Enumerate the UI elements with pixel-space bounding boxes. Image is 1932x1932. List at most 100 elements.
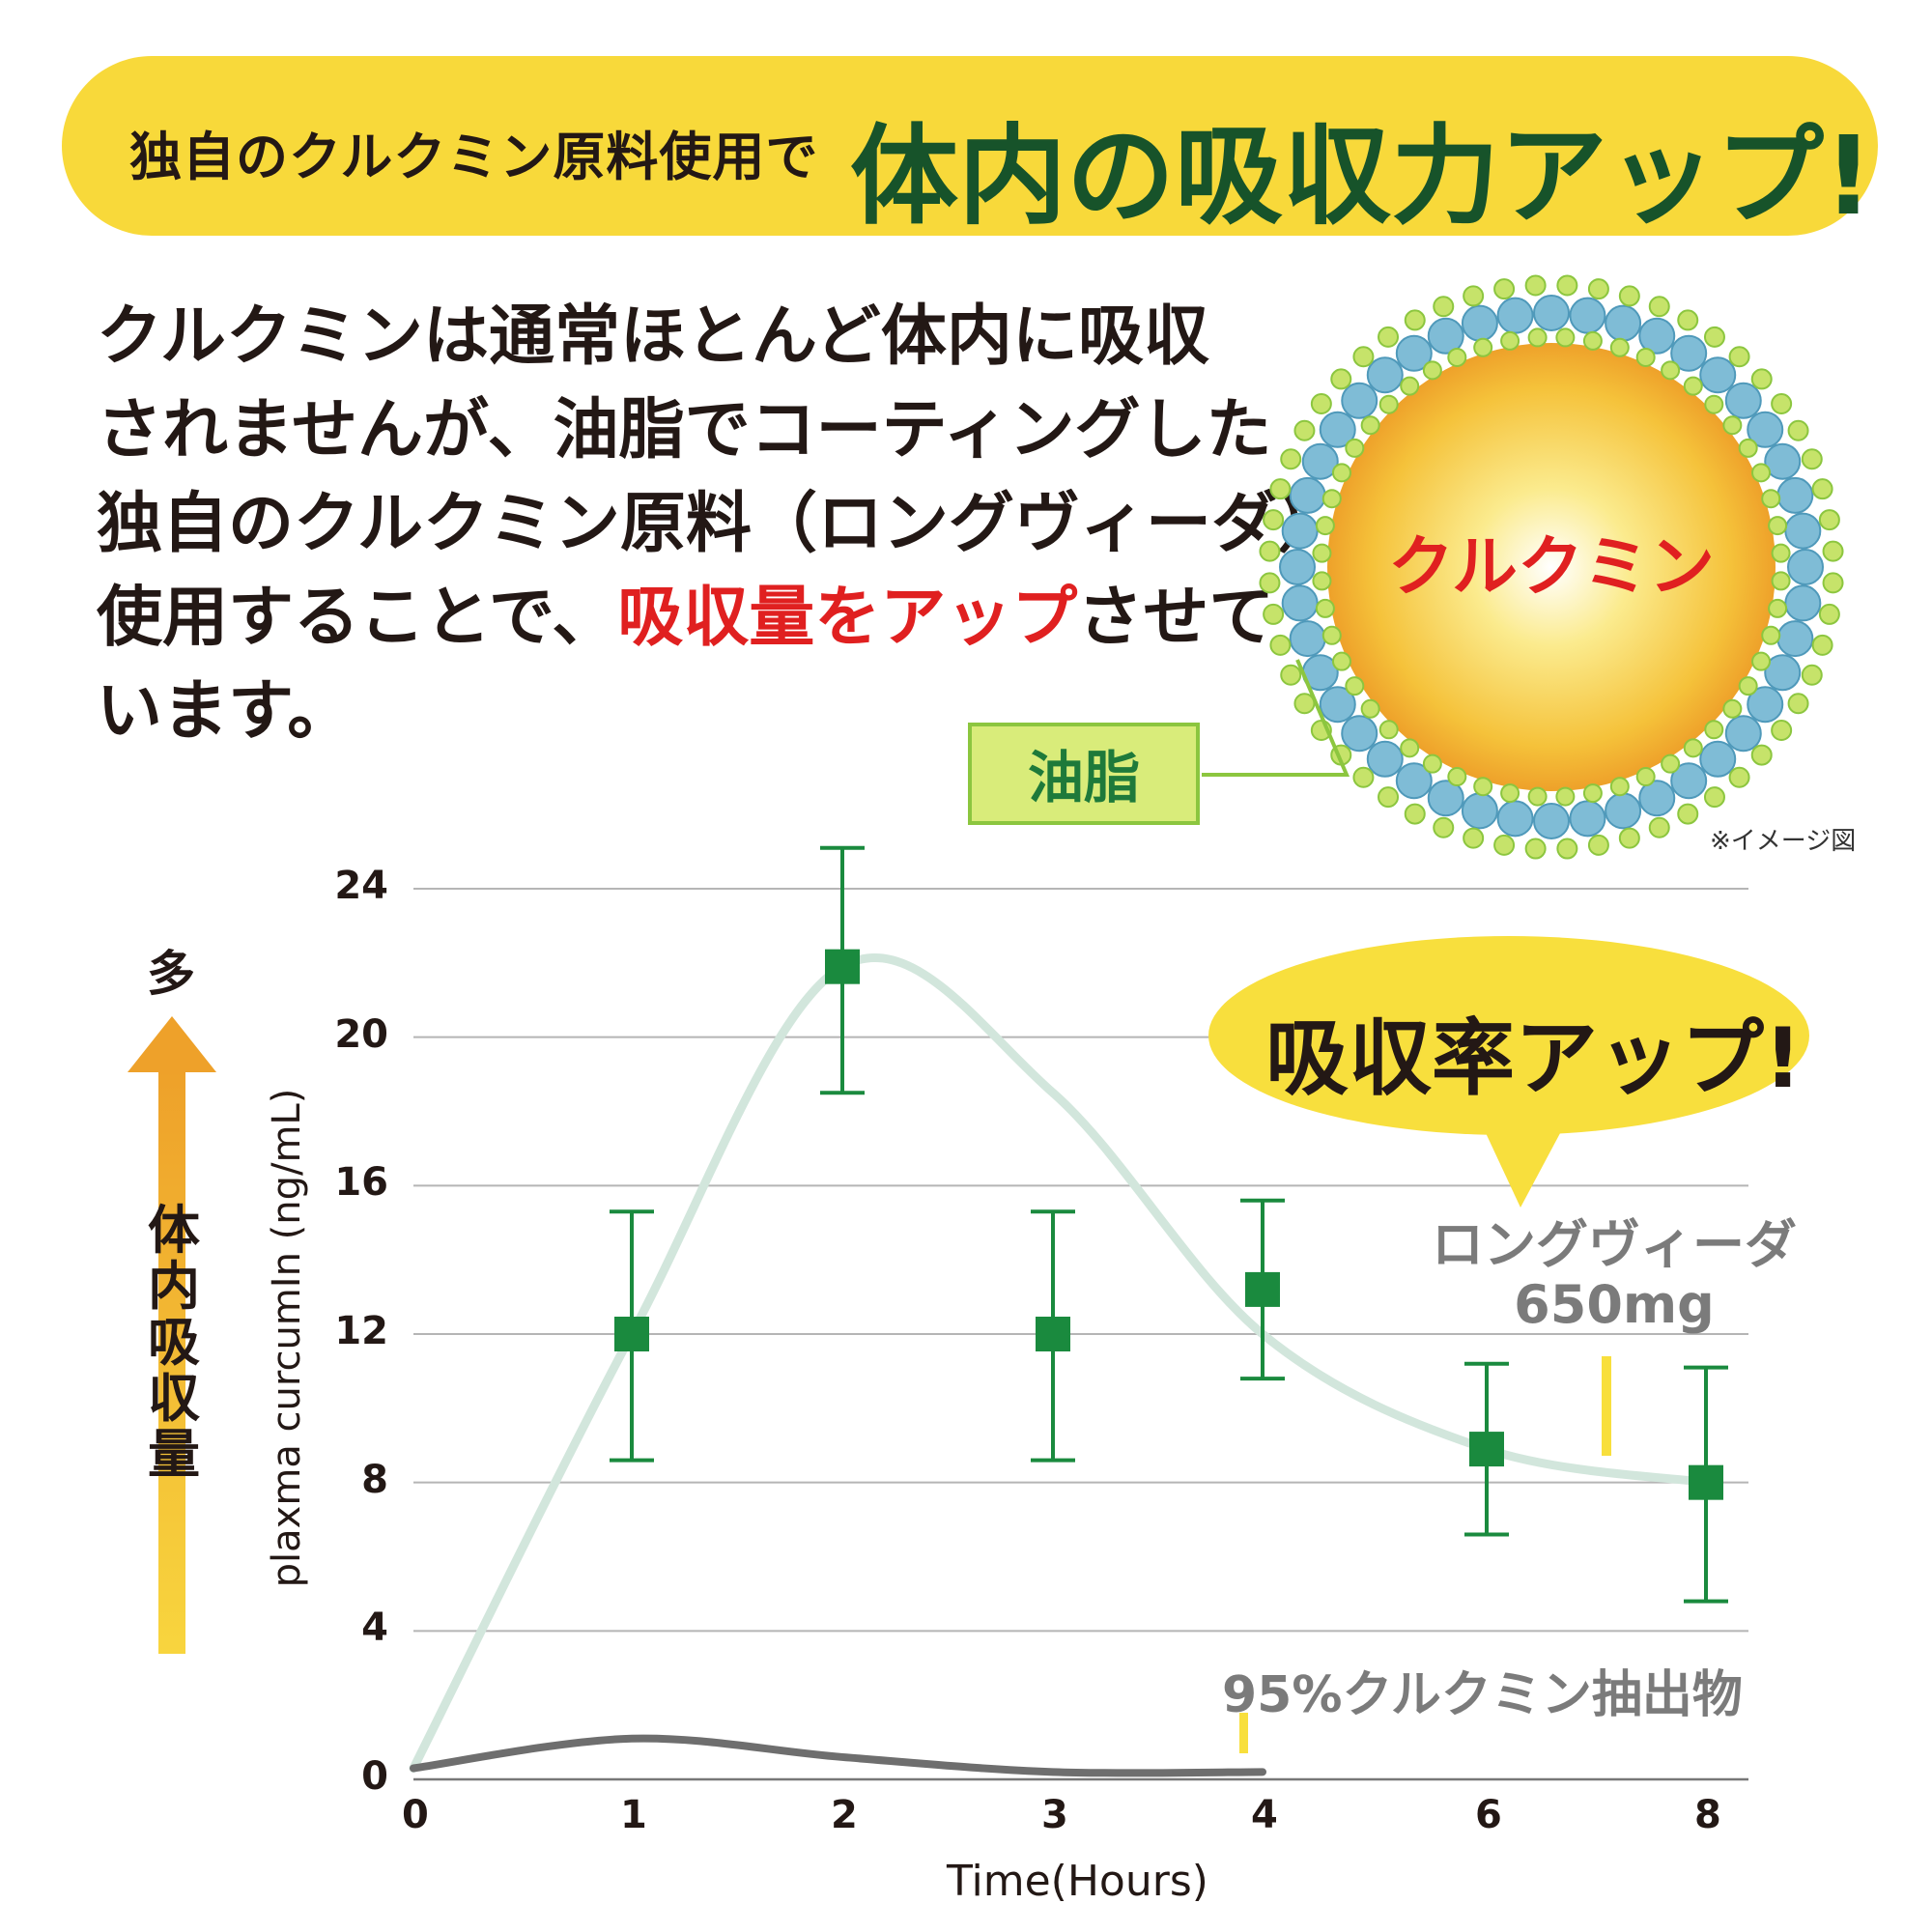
x-tick-label: 2 [831,1793,858,1837]
fat-leader-line [1202,659,1350,777]
arrow-shaft [158,1070,185,1654]
lipid-outer-bead [1524,274,1547,297]
x-tick-label: 0 [402,1793,429,1837]
lipid-inner-bead [1315,516,1335,536]
lipid-outer-bead [1787,419,1809,441]
micelle-illustration: クルクミン [1259,274,1844,860]
lipid-head-bead [1395,334,1433,372]
intro-line-4-after: させて [1077,580,1275,656]
lipid-outer-bead [1648,816,1670,838]
lipid-inner-bead [1582,330,1603,351]
y-tick-label: 12 [334,1309,388,1353]
x-axis-title: Time(Hours) [947,1857,1208,1906]
lipid-head-bead [1787,549,1824,585]
lipid-head-bead [1670,762,1708,800]
lipid-inner-bead [1331,651,1351,671]
lipid-outer-bead [1378,786,1400,809]
lipid-head-bead [1496,297,1534,334]
lipid-head-bead [1319,686,1356,724]
lipid-inner-bead [1683,376,1703,396]
lipid-outer-bead [1493,834,1516,856]
lipid-outer-bead [1618,827,1640,849]
lipid-inner-bead [1473,337,1493,357]
lipid-outer-bead [1822,540,1844,562]
y-axis-title: plaxma curcumIn (ng/mL) [265,1088,309,1588]
lipid-inner-bead [1321,489,1342,509]
lipid-outer-bead [1259,540,1281,562]
lipid-outer-bead [1352,346,1375,368]
lipid-head-bead [1699,356,1737,394]
lipid-inner-bead [1704,394,1724,414]
curcumin-label: クルクミン [1388,529,1715,606]
extract-label: 95%クルクミン抽出物 [1222,1666,1743,1724]
lipid-outer-bead [1648,296,1670,318]
intro-line-3: 独自のクルクミン原料（ロングヴィーダ）を [97,486,1408,562]
lipid-inner-bead [1321,625,1342,645]
lipid-head-bead [1366,356,1404,394]
lipid-head-bead [1461,304,1498,342]
lipid-outer-bead [1404,803,1426,825]
lipid-head-bead [1764,442,1802,480]
lipid-outer-bead [1750,744,1773,766]
lipid-head-bead [1319,411,1356,448]
lipid-inner-bead [1345,676,1365,696]
intro-line-4: 使用することで、吸収量をアップさせて [97,571,1275,665]
lipid-outer-bead [1801,448,1823,470]
lipid-outer-bead [1703,786,1725,809]
lipid-inner-bead [1582,783,1603,804]
lipid-inner-bead [1378,720,1399,740]
data-marker [825,949,860,984]
lipid-inner-bead [1704,720,1724,740]
lipid-outer-bead [1310,393,1332,415]
lipid-outer-bead [1587,278,1609,300]
lipid-inner-bead [1738,676,1758,696]
lipid-head-bead [1605,304,1642,342]
lipid-outer-bead [1463,827,1485,849]
lipid-outer-bead [1556,274,1578,297]
lipid-head-bead [1764,654,1802,692]
lipid-outer-bead [1587,834,1609,856]
image-note: ※イメージ図 [1710,827,1857,856]
lipid-head-bead [1427,780,1464,817]
lipid-head-bead [1281,512,1319,550]
lipid-head-bead [1341,382,1378,419]
y-tick-label: 0 [361,1754,388,1799]
trend-curve-layer [409,953,1711,1777]
x-tick-label: 1 [620,1793,647,1837]
lipid-inner-bead [1683,738,1703,758]
lipid-head-bead [1638,780,1676,817]
lipid-inner-bead [1447,767,1467,787]
lipid-head-bead [1341,715,1378,753]
y-tick-label: 24 [334,864,388,908]
lipid-head-bead [1395,762,1433,800]
curcumin-core [1327,343,1776,791]
lipid-head-bead [1776,476,1814,514]
lipid-outer-bead [1280,448,1302,470]
lipid-inner-bead [1768,598,1788,618]
lipid-inner-bead [1555,327,1576,348]
lipid-outer-bead [1771,719,1793,741]
lipid-inner-bead [1360,415,1380,436]
intro-highlight: 吸収量をアップ [617,580,1078,656]
lipid-head-bead [1427,317,1464,355]
lipid-inner-bead [1400,738,1420,758]
fat-label: 油脂 [1028,745,1140,810]
lipid-inner-bead [1635,347,1656,367]
bubble-text: 吸収率アップ! [1265,1010,1803,1107]
lipid-inner-bead [1635,767,1656,787]
lipid-head-bead [1784,584,1822,622]
intro-line-5: います。 [97,673,354,750]
lipid-outer-bead [1811,478,1833,500]
lipid-inner-bead [1609,777,1630,797]
lipid-head-bead [1496,800,1534,838]
lipid-outer-bead [1787,693,1809,715]
lipid-inner-bead [1761,625,1781,645]
speech-bubble [1208,936,1809,1208]
lipid-inner-bead [1609,337,1630,357]
lipid-head-bead [1289,476,1326,514]
lipid-outer-bead [1404,309,1426,331]
extract-pointer [1239,1713,1248,1753]
lipid-inner-bead [1312,571,1332,591]
longvida-name: ロングヴィーダ [1432,1214,1797,1275]
lipid-outer-bead [1771,393,1793,415]
